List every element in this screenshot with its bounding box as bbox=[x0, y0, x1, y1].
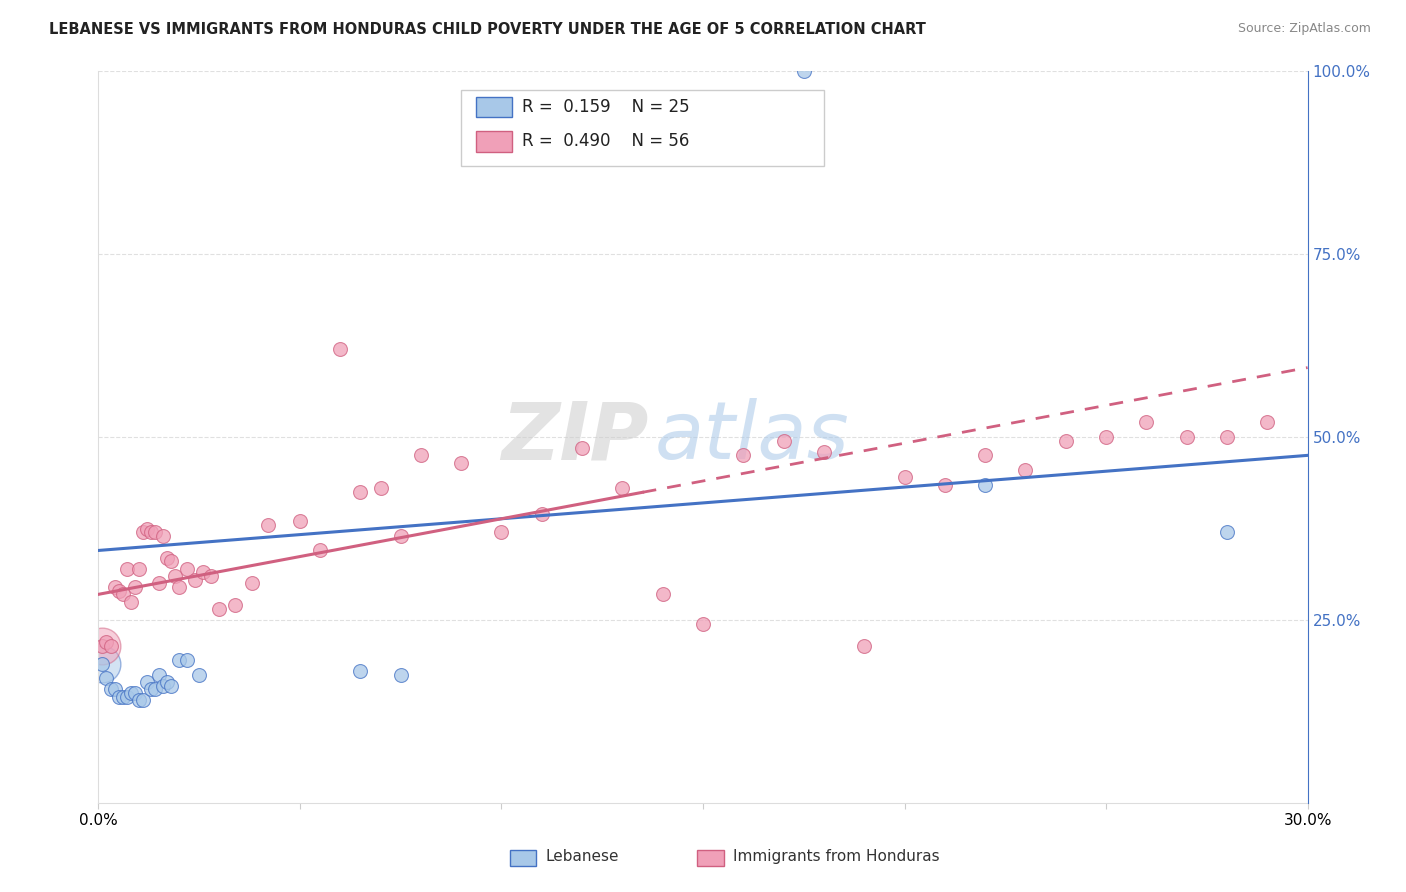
Point bbox=[148, 667, 170, 681]
Text: LEBANESE VS IMMIGRANTS FROM HONDURAS CHILD POVERTY UNDER THE AGE OF 5 CORRELATIO: LEBANESE VS IMMIGRANTS FROM HONDURAS CHI… bbox=[49, 22, 927, 37]
Point bbox=[143, 682, 166, 697]
Point bbox=[163, 569, 186, 583]
Point bbox=[1135, 416, 1157, 430]
Text: R =  0.159    N = 25: R = 0.159 N = 25 bbox=[522, 98, 689, 116]
Point bbox=[96, 635, 118, 649]
Point bbox=[152, 679, 174, 693]
Point bbox=[208, 602, 231, 616]
Point bbox=[240, 576, 263, 591]
Point bbox=[135, 675, 157, 690]
Point bbox=[692, 616, 714, 631]
Point bbox=[370, 481, 392, 495]
Point bbox=[111, 587, 134, 601]
Point bbox=[491, 525, 513, 540]
Point bbox=[389, 529, 412, 543]
Point bbox=[309, 543, 332, 558]
Point bbox=[200, 569, 222, 583]
Point bbox=[934, 477, 956, 491]
Point bbox=[96, 672, 118, 686]
Point bbox=[100, 639, 122, 653]
Point bbox=[571, 441, 593, 455]
Point bbox=[1175, 430, 1198, 444]
Point bbox=[733, 448, 755, 462]
Point bbox=[111, 690, 134, 704]
Point bbox=[160, 679, 183, 693]
Point bbox=[91, 639, 114, 653]
Point bbox=[156, 550, 179, 565]
Point bbox=[793, 64, 815, 78]
Point bbox=[1095, 430, 1118, 444]
Point bbox=[156, 675, 179, 690]
Point bbox=[184, 573, 207, 587]
Point bbox=[128, 562, 150, 576]
Point bbox=[152, 529, 174, 543]
Point bbox=[139, 682, 162, 697]
Point bbox=[349, 664, 371, 678]
Point bbox=[135, 521, 157, 535]
Point bbox=[1054, 434, 1077, 448]
FancyBboxPatch shape bbox=[509, 850, 536, 866]
Point bbox=[115, 690, 138, 704]
Point bbox=[124, 686, 146, 700]
Point bbox=[120, 686, 142, 700]
Text: Lebanese: Lebanese bbox=[546, 848, 619, 863]
Point bbox=[167, 580, 190, 594]
Point bbox=[813, 444, 835, 458]
Point bbox=[288, 514, 311, 528]
Point bbox=[389, 667, 412, 681]
Point bbox=[974, 448, 997, 462]
Point bbox=[256, 517, 278, 532]
Point bbox=[530, 507, 553, 521]
Point bbox=[100, 682, 122, 697]
Point bbox=[224, 599, 246, 613]
Text: atlas: atlas bbox=[655, 398, 849, 476]
Point bbox=[148, 576, 170, 591]
Point bbox=[893, 470, 915, 484]
FancyBboxPatch shape bbox=[697, 850, 724, 866]
Point bbox=[143, 525, 166, 540]
Point bbox=[167, 653, 190, 667]
Point bbox=[107, 583, 129, 598]
Point bbox=[132, 693, 155, 707]
Point bbox=[120, 594, 142, 608]
Point bbox=[349, 485, 371, 500]
Point bbox=[1256, 416, 1278, 430]
Point bbox=[132, 525, 155, 540]
Text: R =  0.490    N = 56: R = 0.490 N = 56 bbox=[522, 132, 689, 150]
Point bbox=[91, 657, 114, 671]
Point bbox=[329, 343, 352, 357]
FancyBboxPatch shape bbox=[475, 131, 512, 152]
Point bbox=[612, 481, 634, 495]
Point bbox=[176, 653, 198, 667]
Point bbox=[193, 566, 215, 580]
Text: Immigrants from Honduras: Immigrants from Honduras bbox=[734, 848, 939, 863]
Point bbox=[91, 657, 114, 671]
Point bbox=[853, 639, 876, 653]
Text: ZIP: ZIP bbox=[501, 398, 648, 476]
Point bbox=[160, 554, 183, 568]
Point bbox=[91, 639, 114, 653]
Point bbox=[409, 448, 432, 462]
Point bbox=[1216, 525, 1239, 540]
Point bbox=[107, 690, 129, 704]
Point bbox=[176, 562, 198, 576]
Point bbox=[772, 434, 794, 448]
Point bbox=[124, 580, 146, 594]
Text: Source: ZipAtlas.com: Source: ZipAtlas.com bbox=[1237, 22, 1371, 36]
Point bbox=[139, 525, 162, 540]
Point bbox=[188, 667, 211, 681]
Point bbox=[651, 587, 673, 601]
Point bbox=[1014, 463, 1036, 477]
FancyBboxPatch shape bbox=[475, 97, 512, 118]
Point bbox=[115, 562, 138, 576]
Point bbox=[1216, 430, 1239, 444]
Point bbox=[103, 682, 125, 697]
Point bbox=[450, 456, 472, 470]
Point bbox=[128, 693, 150, 707]
Point bbox=[103, 580, 125, 594]
FancyBboxPatch shape bbox=[461, 90, 824, 167]
Point bbox=[974, 477, 997, 491]
